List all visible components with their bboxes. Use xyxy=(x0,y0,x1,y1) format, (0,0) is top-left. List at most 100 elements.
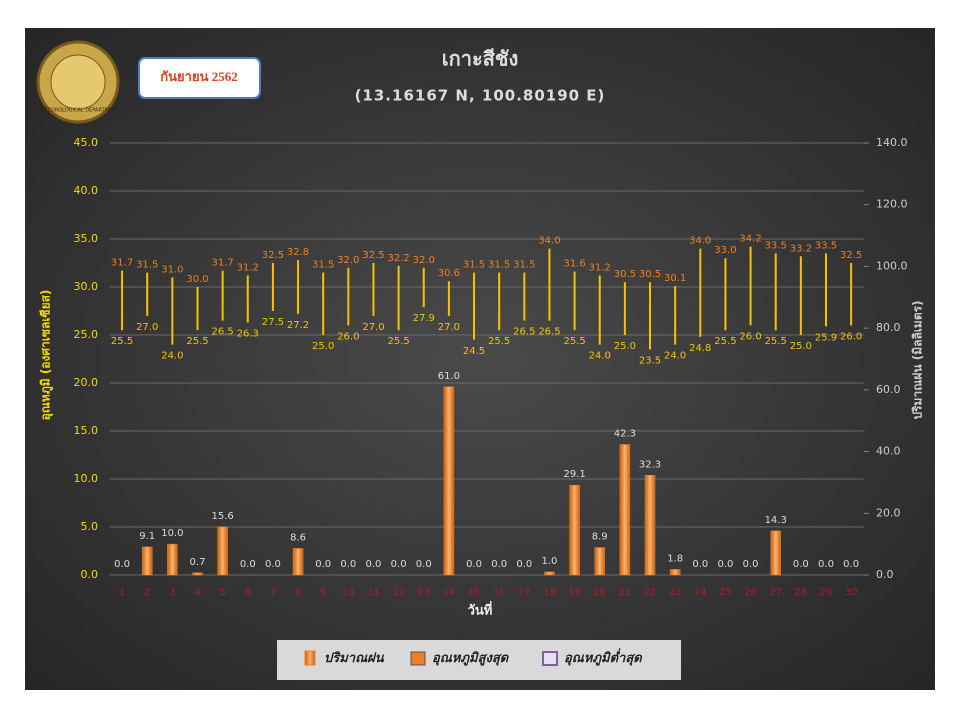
y-tick-label: 40.0 xyxy=(74,184,99,197)
max-temp-label: 32.2 xyxy=(387,253,409,264)
max-temp-label: 31.7 xyxy=(211,258,233,269)
x-tick-label: 23 xyxy=(669,587,682,598)
bar xyxy=(192,572,203,576)
y2-tick-label: 120.0 xyxy=(876,198,908,211)
y-tick-label: 35.0 xyxy=(74,232,99,245)
bar-value-label: 0.0 xyxy=(793,559,809,570)
bar-value-label: 0.0 xyxy=(265,559,281,570)
bar-value-label: 0.7 xyxy=(190,557,206,568)
max-temp-label: 31.5 xyxy=(463,260,485,271)
x-tick-label: 25 xyxy=(719,587,732,598)
bar-value-label: 29.1 xyxy=(563,469,585,480)
min-temp-label: 24.8 xyxy=(689,343,711,354)
y-tick-label: 15.0 xyxy=(74,424,99,437)
min-temp-label: 27.0 xyxy=(136,322,158,333)
x-tick-label: 11 xyxy=(367,587,380,598)
max-temp-label: 33.0 xyxy=(714,245,736,256)
bar-value-label: 0.0 xyxy=(491,559,507,570)
min-temp-label: 24.0 xyxy=(589,351,611,362)
max-temp-label: 31.2 xyxy=(237,262,259,273)
bar-value-label: 0.0 xyxy=(692,559,708,570)
min-temp-label: 25.0 xyxy=(790,341,812,352)
x-tick-label: 16 xyxy=(493,587,506,598)
legend-label: ปริมาณฝน xyxy=(324,650,385,665)
y2-tick-label: 60.0 xyxy=(876,383,901,396)
x-tick-label: 30 xyxy=(845,587,858,598)
legend-swatch xyxy=(410,651,426,666)
period-box xyxy=(138,57,261,99)
bar-value-label: 8.6 xyxy=(290,532,306,543)
bar-value-label: 10.0 xyxy=(161,528,183,539)
y2-tick-label: 40.0 xyxy=(876,445,901,458)
bar xyxy=(443,386,455,576)
bar xyxy=(141,546,153,576)
bar xyxy=(770,530,781,576)
y-tick-label: 0.0 xyxy=(81,568,99,581)
min-temp-label: 24.5 xyxy=(463,346,485,357)
bar-value-label: 0.0 xyxy=(315,559,331,570)
bar-value-label: 0.0 xyxy=(743,559,759,570)
min-temp-label: 26.5 xyxy=(211,327,233,338)
x-tick-label: 6 xyxy=(245,587,251,598)
max-temp-label: 33.5 xyxy=(815,240,837,251)
y-tick-label: 5.0 xyxy=(81,520,99,533)
bar-value-label: 8.9 xyxy=(592,532,608,543)
x-tick-label: 27 xyxy=(769,587,782,598)
min-temp-label: 25.0 xyxy=(312,341,334,352)
min-temp-label: 27.0 xyxy=(438,322,460,333)
min-temp-label: 25.5 xyxy=(765,336,787,347)
x-axis-title: วันที่ xyxy=(468,601,493,619)
max-temp-label: 32.5 xyxy=(362,250,384,261)
min-temp-label: 25.5 xyxy=(488,336,510,347)
max-temp-label: 34.2 xyxy=(739,234,761,245)
max-temp-label: 31.5 xyxy=(312,260,334,271)
x-tick-label: 3 xyxy=(169,587,175,598)
bar-value-label: 0.0 xyxy=(843,559,859,570)
y-tick-label: 10.0 xyxy=(74,472,99,485)
max-temp-label: 34.0 xyxy=(538,236,560,247)
min-temp-label: 27.5 xyxy=(262,317,284,328)
bar-value-label: 9.1 xyxy=(139,531,155,542)
bar xyxy=(594,547,605,576)
min-temp-label: 25.5 xyxy=(387,336,409,347)
x-tick-label: 20 xyxy=(593,587,606,598)
bar-value-label: 14.3 xyxy=(765,515,787,526)
x-tick-label: 8 xyxy=(295,587,301,598)
bar-value-label: 15.6 xyxy=(211,511,233,522)
bar-value-label: 0.0 xyxy=(416,559,432,570)
period: กันยายน 2562 xyxy=(160,69,237,84)
max-temp-label: 30.6 xyxy=(438,268,460,279)
bar-value-label: 0.0 xyxy=(340,559,356,570)
x-tick-label: 28 xyxy=(794,587,807,598)
x-tick-label: 17 xyxy=(518,587,531,598)
legend xyxy=(277,640,681,680)
min-temp-label: 26.0 xyxy=(739,331,761,342)
max-temp-label: 30.5 xyxy=(614,269,636,280)
x-tick-label: 21 xyxy=(619,587,632,598)
bar-value-label: 0.0 xyxy=(366,559,382,570)
y2-tick-label: 0.0 xyxy=(876,568,894,581)
min-temp-label: 26.5 xyxy=(538,327,560,338)
bar xyxy=(619,444,631,576)
x-tick-label: 26 xyxy=(744,587,757,598)
max-temp-label: 31.7 xyxy=(111,258,133,269)
chart-subtitle: (13.16167 N, 100.80190 E) xyxy=(355,87,606,105)
bar-value-label: 0.0 xyxy=(818,559,834,570)
max-temp-label: 31.5 xyxy=(513,260,535,271)
max-temp-label: 33.5 xyxy=(765,240,787,251)
bar xyxy=(167,543,178,576)
max-temp-label: 31.6 xyxy=(563,259,585,270)
bar xyxy=(669,569,681,576)
x-tick-label: 19 xyxy=(568,587,581,598)
min-temp-label: 26.0 xyxy=(840,331,862,342)
bar-value-label: 0.0 xyxy=(114,559,130,570)
x-tick-label: 5 xyxy=(219,587,225,598)
y2-tick-label: 80.0 xyxy=(876,321,901,334)
max-temp-label: 30.5 xyxy=(639,269,661,280)
min-temp-label: 24.0 xyxy=(664,351,686,362)
x-tick-label: 12 xyxy=(392,587,405,598)
x-tick-label: 15 xyxy=(468,587,481,598)
min-temp-label: 23.5 xyxy=(639,355,661,366)
bar xyxy=(644,475,656,576)
